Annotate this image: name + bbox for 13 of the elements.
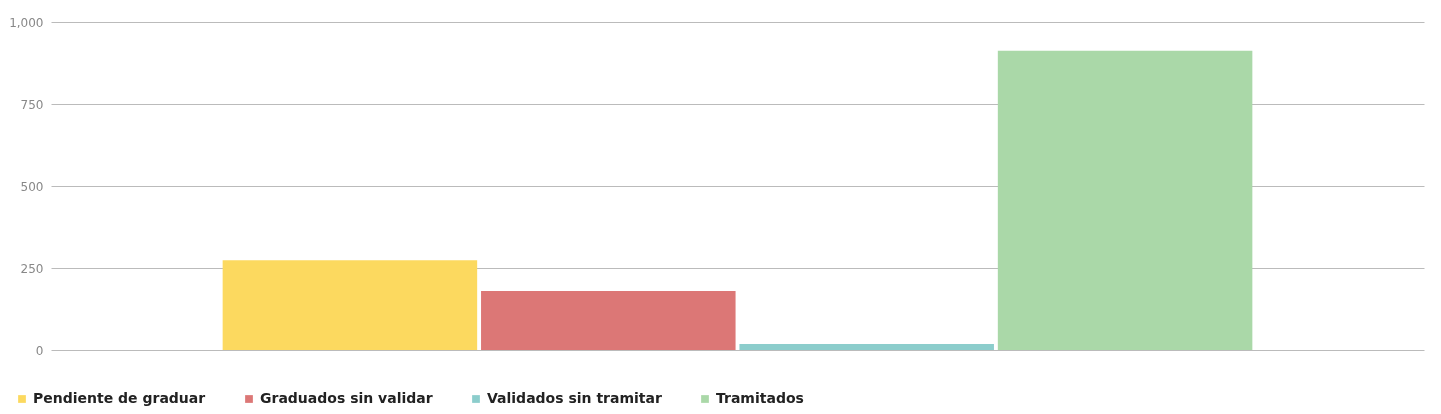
bar [481, 290, 736, 350]
legend-label: Graduados sin validar [260, 390, 433, 406]
y-tick-label: 1,000 [9, 15, 44, 30]
y-tick-label: 500 [20, 179, 44, 194]
bar [997, 50, 1253, 350]
legend-label: Tramitados [716, 390, 804, 406]
bar [222, 260, 478, 350]
y-tick-label: 0 [35, 343, 44, 358]
legend-label: Pendiente de graduar [33, 390, 206, 406]
bar [739, 344, 994, 350]
legend-label: Validados sin tramitar [487, 390, 662, 406]
y-tick-label: 750 [20, 97, 44, 112]
y-tick-label: 250 [20, 261, 44, 276]
